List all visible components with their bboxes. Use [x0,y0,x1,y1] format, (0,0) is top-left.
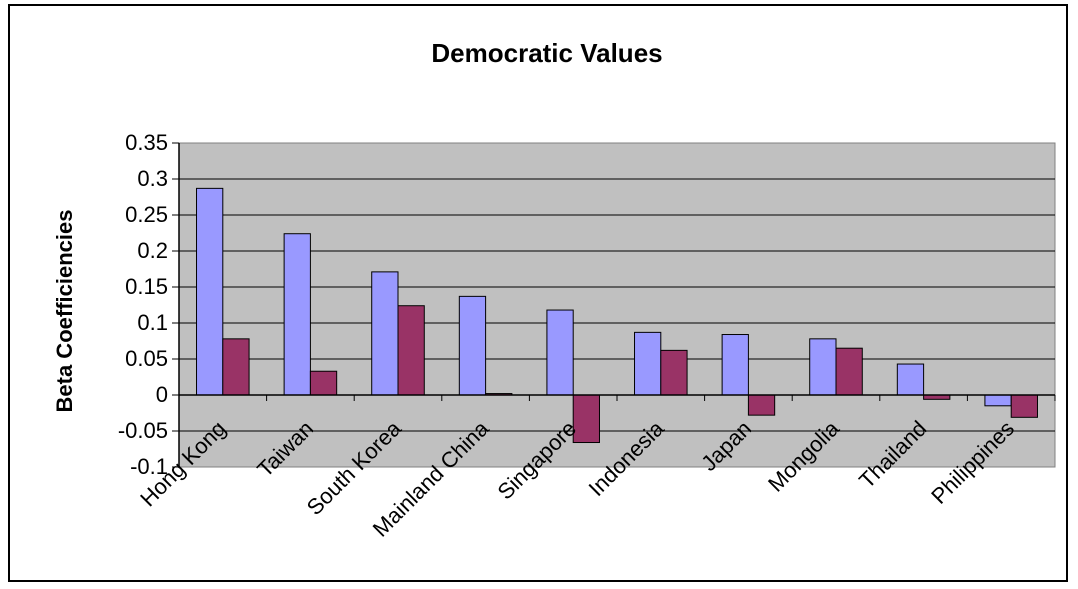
bar [634,331,662,396]
y-tick-label: 0 [156,382,168,407]
bar [458,295,487,396]
y-tick-label: -0.1 [130,454,168,479]
y-tick-label: 0.15 [125,274,168,299]
y-tick-label: 0.05 [125,346,168,371]
bar [309,370,338,396]
bar [397,305,425,396]
chart-title: Democratic Values [431,38,662,68]
bar [809,338,837,396]
y-tick-label: 0.25 [125,202,168,227]
y-tick-label: 0.3 [137,166,168,191]
bar [660,349,688,396]
axes [172,142,1056,468]
bar [1010,394,1038,418]
bars [196,187,1038,444]
bar [721,334,749,396]
bar [835,347,863,396]
bar [196,187,224,396]
bar [747,394,776,416]
bar [222,338,250,396]
y-axis-label: Beta Coefficiencies [52,210,77,413]
y-tick-label: -0.05 [118,418,168,443]
bar [896,363,925,396]
bar [283,233,311,396]
gridlines [179,178,1055,432]
bar [371,271,399,396]
y-tick-label: 0.35 [125,130,168,155]
bar [546,309,574,396]
bar [984,394,1012,407]
plot-area [178,142,1056,468]
y-tick-label: 0.1 [137,310,168,335]
y-tick-label: 0.2 [137,238,168,263]
y-tick-labels: 0.35 0.3 0.25 0.2 0.15 0.1 0.05 0 -0.05 -0.1 [118,130,168,479]
